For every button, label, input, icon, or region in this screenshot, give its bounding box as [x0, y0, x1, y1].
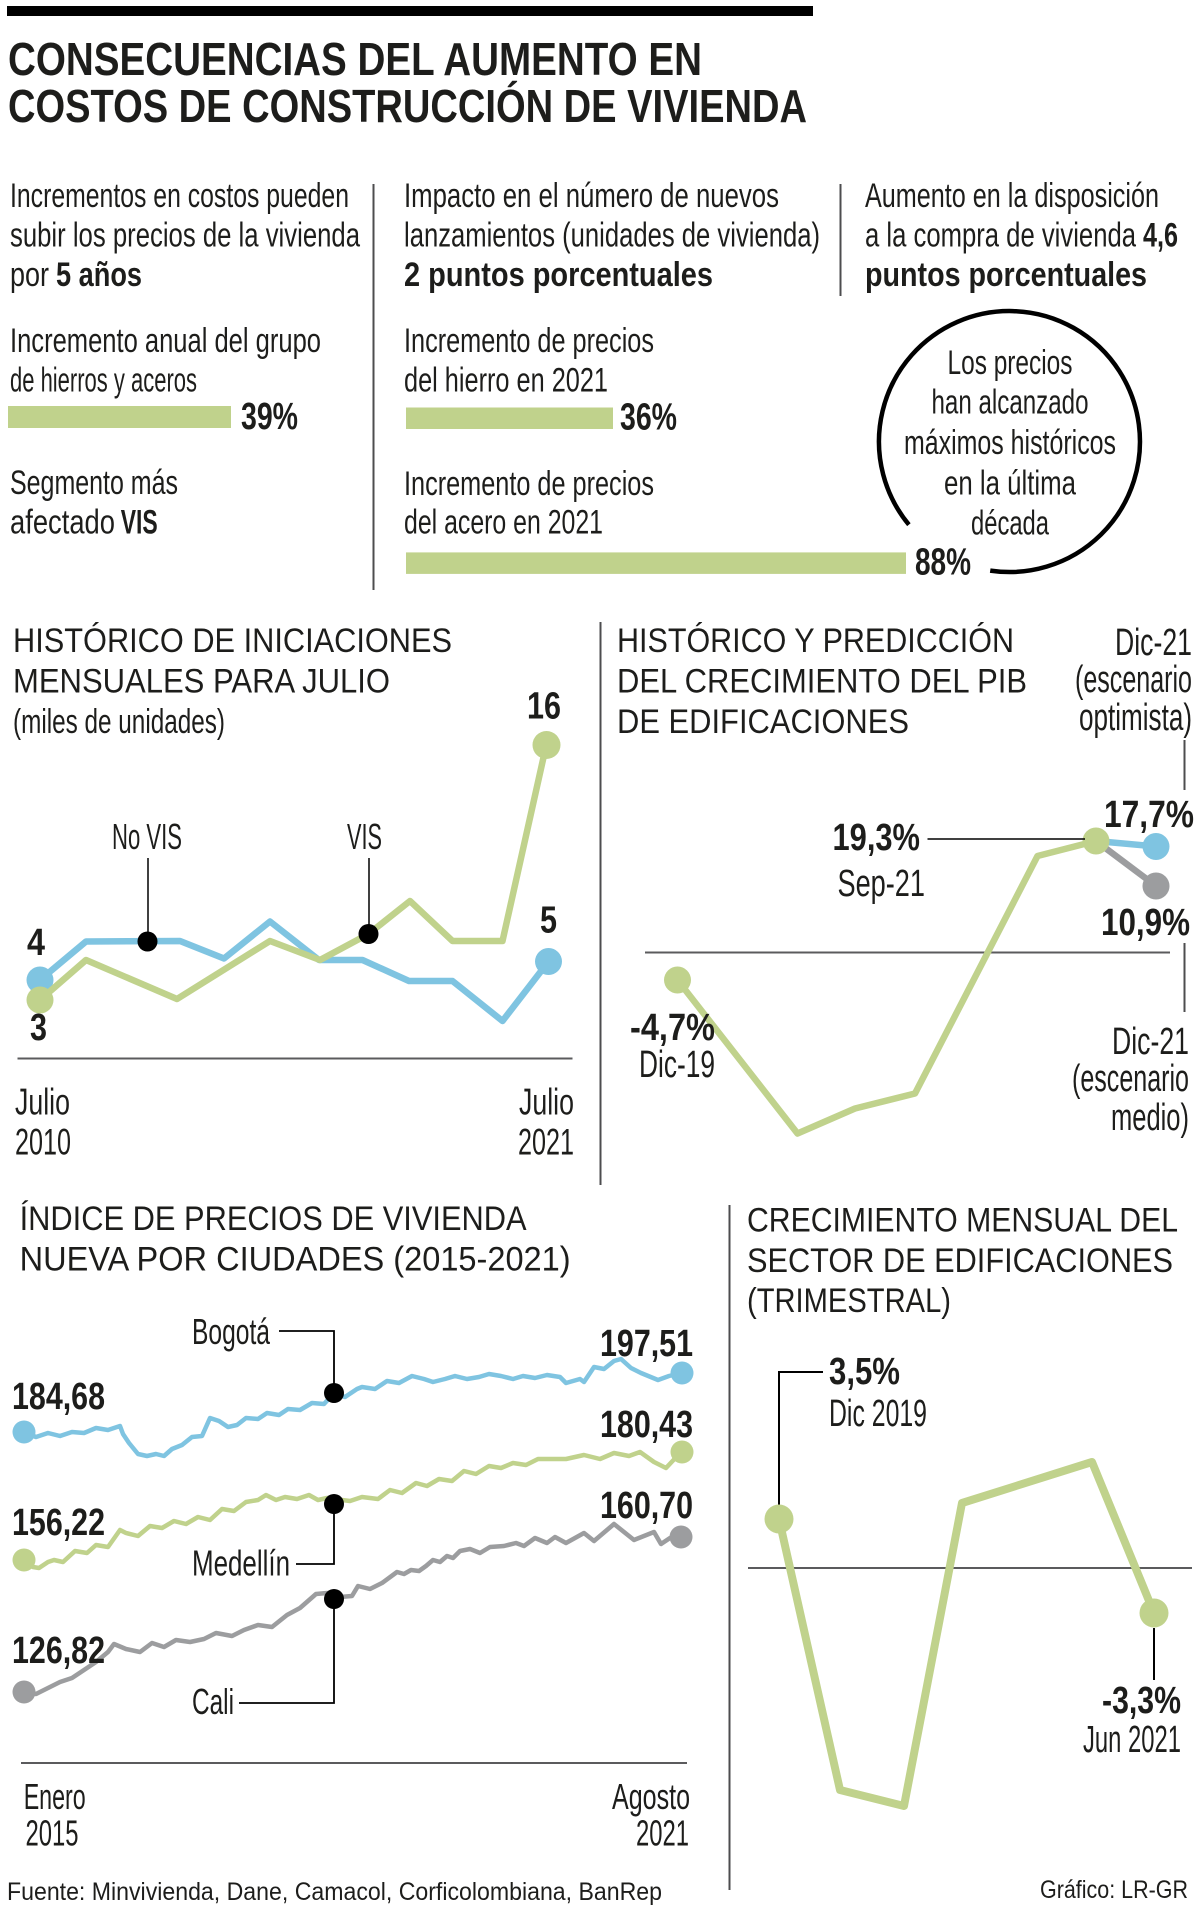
svg-text:(escenario: (escenario	[1072, 1058, 1189, 1100]
svg-text:COSTOS DE CONSTRUCCIÓN DE VIVI: COSTOS DE CONSTRUCCIÓN DE VIVIENDA	[8, 80, 807, 132]
svg-text:Incremento de precios: Incremento de precios	[404, 322, 654, 360]
svg-text:HISTÓRICO DE INICIACIONES: HISTÓRICO DE INICIACIONES	[13, 622, 452, 660]
svg-text:subir los precios de la vivien: subir los precios de la vivienda	[10, 217, 360, 255]
svg-text:Dic-19: Dic-19	[639, 1044, 715, 1086]
svg-text:Dic-21: Dic-21	[1112, 1021, 1189, 1063]
svg-text:2010: 2010	[15, 1122, 71, 1163]
svg-text:19,3%: 19,3%	[833, 817, 921, 859]
svg-text:ÍNDICE DE PRECIOS DE VIVIENDA: ÍNDICE DE PRECIOS DE VIVIENDA	[20, 1200, 527, 1238]
svg-text:3: 3	[30, 1007, 47, 1049]
svg-text:3,5%: 3,5%	[829, 1351, 900, 1393]
svg-text:NUEVA POR CIUDADES (2015-2021): NUEVA POR CIUDADES (2015-2021)	[20, 1241, 571, 1279]
svg-text:2021: 2021	[518, 1122, 574, 1163]
svg-text:197,51: 197,51	[600, 1323, 693, 1365]
svg-text:156,22: 156,22	[12, 1502, 105, 1544]
svg-text:2 puntos porcentuales: 2 puntos porcentuales	[404, 256, 713, 294]
svg-text:Los precios: Los precios	[948, 344, 1073, 382]
svg-text:Impacto en el número de nuevos: Impacto en el número de nuevos	[404, 177, 779, 215]
svg-text:16: 16	[527, 685, 561, 727]
svg-text:88%: 88%	[915, 542, 971, 584]
svg-text:HISTÓRICO Y PREDICCIÓN: HISTÓRICO Y PREDICCIÓN	[617, 622, 1014, 660]
svg-text:Aumento en la disposición: Aumento en la disposición	[865, 177, 1159, 215]
svg-text:Fuente: Minvivienda, Dane, Cam: Fuente: Minvivienda, Dane, Camacol, Corf…	[7, 1878, 662, 1906]
svg-text:VIS: VIS	[121, 504, 158, 542]
svg-text:Gráfico: LR-GR: Gráfico: LR-GR	[1040, 1876, 1188, 1904]
svg-text:MENSUALES PARA JULIO: MENSUALES PARA JULIO	[13, 663, 390, 701]
svg-text:VIS: VIS	[347, 816, 382, 857]
svg-text:2021: 2021	[636, 1813, 689, 1854]
svg-text:Enero: Enero	[24, 1776, 86, 1817]
svg-text:medio): medio)	[1111, 1097, 1189, 1139]
svg-text:Cali: Cali	[192, 1681, 234, 1722]
svg-text:Incremento anual del grupo: Incremento anual del grupo	[10, 322, 321, 360]
svg-text:No VIS: No VIS	[112, 816, 182, 857]
svg-text:Julio: Julio	[15, 1082, 70, 1123]
svg-text:Incremento de precios: Incremento de precios	[404, 465, 654, 503]
svg-text:del hierro en 2021: del hierro en 2021	[404, 362, 608, 400]
svg-text:4,6: 4,6	[1143, 217, 1178, 255]
svg-text:2015: 2015	[26, 1813, 79, 1854]
svg-text:CRECIMIENTO MENSUAL DEL: CRECIMIENTO MENSUAL DEL	[747, 1202, 1178, 1240]
svg-text:Sep-21: Sep-21	[838, 863, 926, 905]
svg-text:han alcanzado: han alcanzado	[932, 384, 1089, 422]
svg-text:SECTOR DE EDIFICACIONES: SECTOR DE EDIFICACIONES	[747, 1242, 1173, 1280]
svg-text:126,82: 126,82	[12, 1630, 105, 1672]
svg-text:(TRIMESTRAL): (TRIMESTRAL)	[747, 1282, 951, 1320]
svg-text:Jun 2021: Jun 2021	[1083, 1719, 1181, 1761]
svg-text:Dic-21: Dic-21	[1115, 622, 1192, 664]
svg-text:184,68: 184,68	[12, 1376, 105, 1418]
svg-text:DE EDIFICACIONES: DE EDIFICACIONES	[617, 703, 909, 741]
svg-text:en la última: en la última	[944, 465, 1076, 503]
svg-text:Medellín: Medellín	[192, 1543, 290, 1584]
svg-text:17,7%: 17,7%	[1104, 794, 1194, 836]
svg-text:a la compra de vivienda: a la compra de vivienda	[865, 217, 1136, 255]
svg-text:Dic 2019: Dic 2019	[829, 1393, 927, 1435]
svg-text:Incrementos en costos pueden: Incrementos en costos pueden	[10, 177, 349, 215]
svg-text:DEL CRECIMIENTO DEL PIB: DEL CRECIMIENTO DEL PIB	[617, 663, 1027, 701]
svg-text:del acero en 2021: del acero en 2021	[404, 504, 603, 542]
svg-text:máximos históricos: máximos históricos	[904, 424, 1116, 462]
svg-text:10,9%: 10,9%	[1101, 902, 1190, 944]
svg-text:-3,3%: -3,3%	[1102, 1680, 1181, 1722]
svg-text:Agosto: Agosto	[612, 1776, 690, 1817]
svg-text:5 años: 5 años	[56, 256, 142, 294]
svg-text:160,70: 160,70	[600, 1485, 693, 1527]
svg-text:década: década	[971, 505, 1049, 543]
svg-text:optimista): optimista)	[1079, 697, 1192, 739]
svg-text:(miles de unidades): (miles de unidades)	[13, 703, 225, 741]
svg-text:4: 4	[27, 922, 45, 964]
svg-text:afectado: afectado	[10, 504, 115, 542]
svg-text:de hierros y aceros: de hierros y aceros	[10, 362, 197, 400]
svg-text:por: por	[10, 256, 49, 294]
svg-text:Julio: Julio	[519, 1082, 574, 1123]
svg-text:Segmento más: Segmento más	[10, 464, 178, 502]
svg-text:Bogotá: Bogotá	[192, 1311, 271, 1352]
svg-text:-4,7%: -4,7%	[630, 1007, 715, 1049]
svg-text:36%: 36%	[620, 397, 677, 439]
svg-text:(escenario: (escenario	[1075, 659, 1192, 701]
svg-text:lanzamientos (unidades de vivi: lanzamientos (unidades de vivienda)	[404, 217, 820, 255]
svg-text:puntos porcentuales: puntos porcentuales	[865, 256, 1147, 294]
svg-text:5: 5	[540, 900, 557, 942]
svg-text:39%: 39%	[241, 396, 298, 438]
svg-text:180,43: 180,43	[600, 1404, 693, 1446]
svg-text:CONSECUENCIAS DEL AUMENTO EN: CONSECUENCIAS DEL AUMENTO EN	[8, 33, 702, 85]
